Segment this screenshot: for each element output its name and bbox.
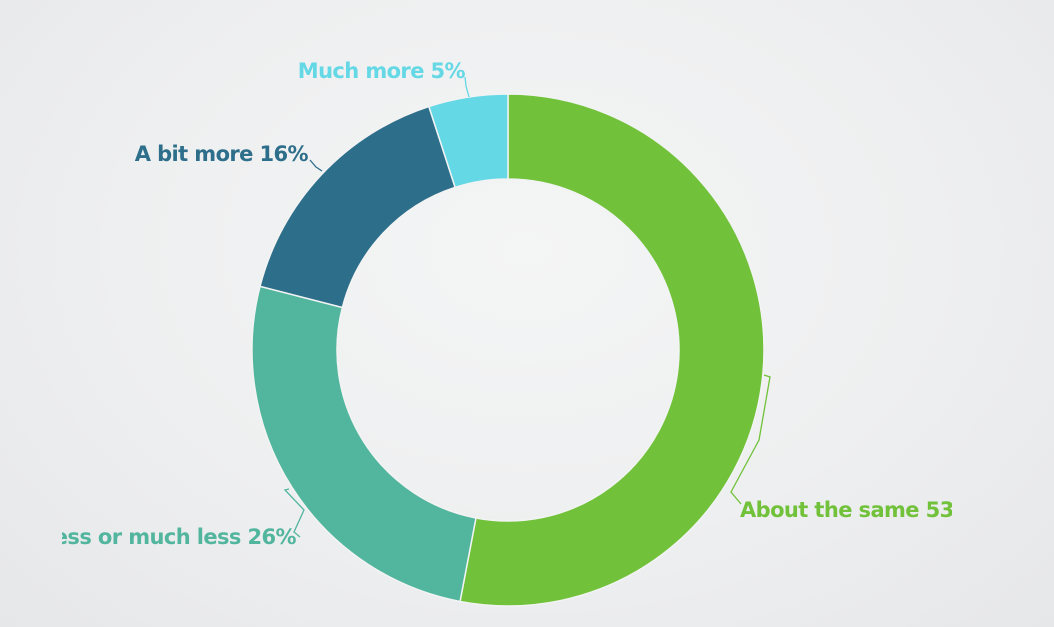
label-a-bit-less-or-much-less: A bit less or much less 26%: [0, 525, 297, 549]
leader-lines-layer: [283, 76, 771, 538]
slice-a-bit-less-or-much-less[interactable]: [251, 285, 477, 603]
slice-a-bit-more[interactable]: [259, 105, 457, 309]
leader-line-much-more: [464, 76, 470, 98]
slices-layer: [251, 93, 765, 607]
label-about-the-same: About the same 53%: [740, 498, 975, 522]
slice-about-the-same[interactable]: [459, 93, 765, 607]
leader-line-about-the-same: [730, 374, 771, 505]
label-much-more: Much more 5%: [298, 59, 466, 83]
leader-line-a-bit-less-or-much-less: [283, 488, 305, 538]
leader-line-a-bit-more: [309, 159, 323, 172]
slice-much-more[interactable]: [427, 93, 509, 189]
label-a-bit-more: A bit more 16%: [135, 142, 309, 166]
labels-layer: About the same 53% A bit less or much les…: [0, 59, 975, 549]
